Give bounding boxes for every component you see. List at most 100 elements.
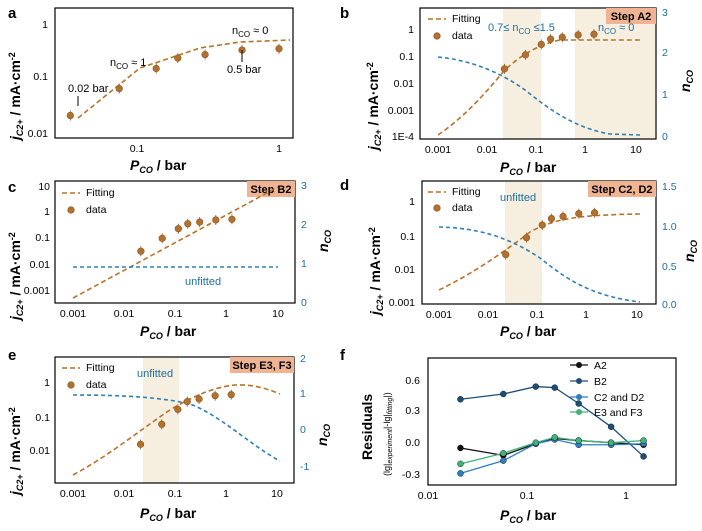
panel-e-xlabel: PCO / bar xyxy=(140,505,197,523)
panel-e-step-text: Step E3, F3 xyxy=(232,360,291,372)
panel-a: a 1 0.1 0.01 0.1 1 jC2+ / mA·cm-2 PCO / … xyxy=(7,5,294,175)
panel-d-frame xyxy=(421,180,657,305)
panel-f-ytick: -0.3 xyxy=(402,469,420,481)
panel-c-rtick: 3 xyxy=(301,180,307,192)
panel-b-rtick: 3 xyxy=(662,7,668,19)
panel-e-xtick: 0.01 xyxy=(114,488,135,500)
panel-c-xtick: 0.1 xyxy=(168,308,183,320)
panel-d-band xyxy=(505,182,542,304)
panel-e-ylabel: jC2+ / mA·cm-2 xyxy=(7,407,25,497)
panel-d-xtick: 10 xyxy=(631,309,643,321)
panel-d-rtick: 0.5 xyxy=(662,261,677,273)
panel-d-fit-curve xyxy=(438,213,641,291)
panel-e-fit-curve xyxy=(72,384,281,476)
panel-b-ylabel: jC2+ / mA·cm-2 xyxy=(365,62,383,152)
panel-a-annotation-bar: 0.5 bar xyxy=(227,64,262,76)
panel-b-xlabel: PCO / bar xyxy=(500,159,557,177)
panel-e-xtick: 0.001 xyxy=(60,488,86,500)
panel-c-xtick: 10 xyxy=(272,308,284,320)
panel-b-rtick: 2 xyxy=(662,47,668,59)
panel-a-data-point xyxy=(275,45,283,53)
panel-e-rticks: -1 0 1 2 xyxy=(300,353,309,473)
series-point-e3-and-f3 xyxy=(532,439,539,446)
panel-b-frame xyxy=(419,7,657,140)
panel-b-data-point xyxy=(537,40,545,49)
panel-f-xtick: 0.01 xyxy=(418,490,439,502)
panel-d-xtick: 1 xyxy=(583,309,589,321)
panel-d-xlabel: PCO / bar xyxy=(500,323,557,341)
panel-b-ytick: 0.01 xyxy=(394,78,415,90)
panel-c-data-point xyxy=(137,247,145,255)
panel-d-legend-data: data xyxy=(452,202,473,214)
panel-e-data-point xyxy=(195,395,203,403)
panel-b-rtick: 1 xyxy=(662,89,668,101)
panel-d-data-point xyxy=(559,212,567,220)
legend-a2-marker xyxy=(576,362,582,368)
panel-e-data-point xyxy=(211,392,219,400)
panel-b-ytick: 0.001 xyxy=(388,105,414,117)
panel-a-ylabel: jC2+ / mA·cm-2 xyxy=(7,52,25,142)
panel-d-rticks: 0.0 0.5 1.0 1.5 xyxy=(662,181,677,311)
panel-e-label: e xyxy=(8,347,16,364)
panel-c-legend-data: data xyxy=(86,204,107,216)
panel-e: e Step E3, F3 Fitting data unfitted 1 0.… xyxy=(7,347,332,523)
panel-c-rtick: 0 xyxy=(301,297,307,309)
panel-e-points xyxy=(136,389,235,450)
legend-e3f3: E3 and F3 xyxy=(594,407,643,419)
panel-b-data-point xyxy=(546,35,555,43)
panel-d-rtick: 1.0 xyxy=(662,221,677,233)
panel-e-n-curve xyxy=(72,394,281,462)
panel-b-data-point xyxy=(521,51,530,59)
panel-a-data-point xyxy=(115,84,123,93)
panel-e-xtick: 10 xyxy=(271,488,283,500)
panel-c-fit-line xyxy=(72,186,279,299)
panel-a-xlabel: PCO / bar xyxy=(130,157,187,175)
panel-a-annotation-mid: nCO ≈ 1 xyxy=(110,57,146,71)
panel-c-data-point xyxy=(196,218,204,226)
panel-c-note: unfitted xyxy=(185,276,221,288)
panel-d-rtick: 1.5 xyxy=(662,181,677,193)
panel-c-xtick: 0.01 xyxy=(114,308,135,320)
panel-d-step-text: Step C2, D2 xyxy=(591,184,652,196)
panel-d-step-badge xyxy=(588,181,656,197)
series-point-e3-and-f3 xyxy=(607,439,615,446)
panel-b-ytick: 0.1 xyxy=(399,51,414,63)
panel-b-data-point xyxy=(574,31,582,39)
panel-e-ytick: 0.01 xyxy=(30,445,51,457)
series-point-e3-and-f3 xyxy=(575,437,582,444)
series-point-a2 xyxy=(457,444,464,452)
panel-c-ytick: 0.001 xyxy=(24,285,50,297)
series-point-b2 xyxy=(640,453,647,460)
panel-d-data-point xyxy=(590,209,599,217)
panel-c-ylabel: jC2+ / mA·cm-2 xyxy=(7,232,25,322)
panel-e-rtick: -1 xyxy=(300,461,309,473)
panel-c-xlabel: PCO / bar xyxy=(140,323,197,341)
panel-d-xticks: 0.001 0.01 0.1 1 10 xyxy=(426,309,643,321)
series-point-b2 xyxy=(532,383,539,390)
series-point-b2 xyxy=(607,423,615,430)
series-point-b2 xyxy=(575,400,582,407)
panel-f-ytick: 0.0 xyxy=(405,437,420,449)
panel-e-data-point xyxy=(183,398,191,406)
series-point-c2-and-d2 xyxy=(457,470,464,477)
panel-d-ytick: 1 xyxy=(409,196,415,208)
panel-e-legend-data-swatch xyxy=(67,381,75,389)
panel-d: d Step C2, D2 Fitting data unfitted 1 0.… xyxy=(340,177,699,341)
panel-e-rtick: 1 xyxy=(300,388,306,400)
series-point-c2-and-d2 xyxy=(500,457,507,464)
panel-d-data-point xyxy=(547,214,556,223)
panel-e-ytick: 1 xyxy=(44,377,50,389)
legend-e3f3-marker xyxy=(576,409,582,415)
panel-c-rtick: 2 xyxy=(301,219,307,231)
panel-e-xticks: 0.001 0.01 0.1 1 10 xyxy=(60,488,283,500)
panel-c-yticks: 10 1 0.1 0.01 0.001 xyxy=(24,181,50,297)
panel-e-ytick: 0.1 xyxy=(35,412,50,424)
panel-e-rtick: 2 xyxy=(300,353,306,365)
panel-d-rlabel: nCO xyxy=(681,240,699,262)
panel-b-yticks: 1 0.1 0.01 0.001 1E-4 xyxy=(388,24,414,143)
panel-a-annotation-high: nCO ≈ 0 xyxy=(232,25,268,39)
panel-c-rticks: 0 1 2 3 xyxy=(301,180,307,309)
panel-b-points xyxy=(500,29,598,74)
series-point-b2 xyxy=(551,384,558,391)
